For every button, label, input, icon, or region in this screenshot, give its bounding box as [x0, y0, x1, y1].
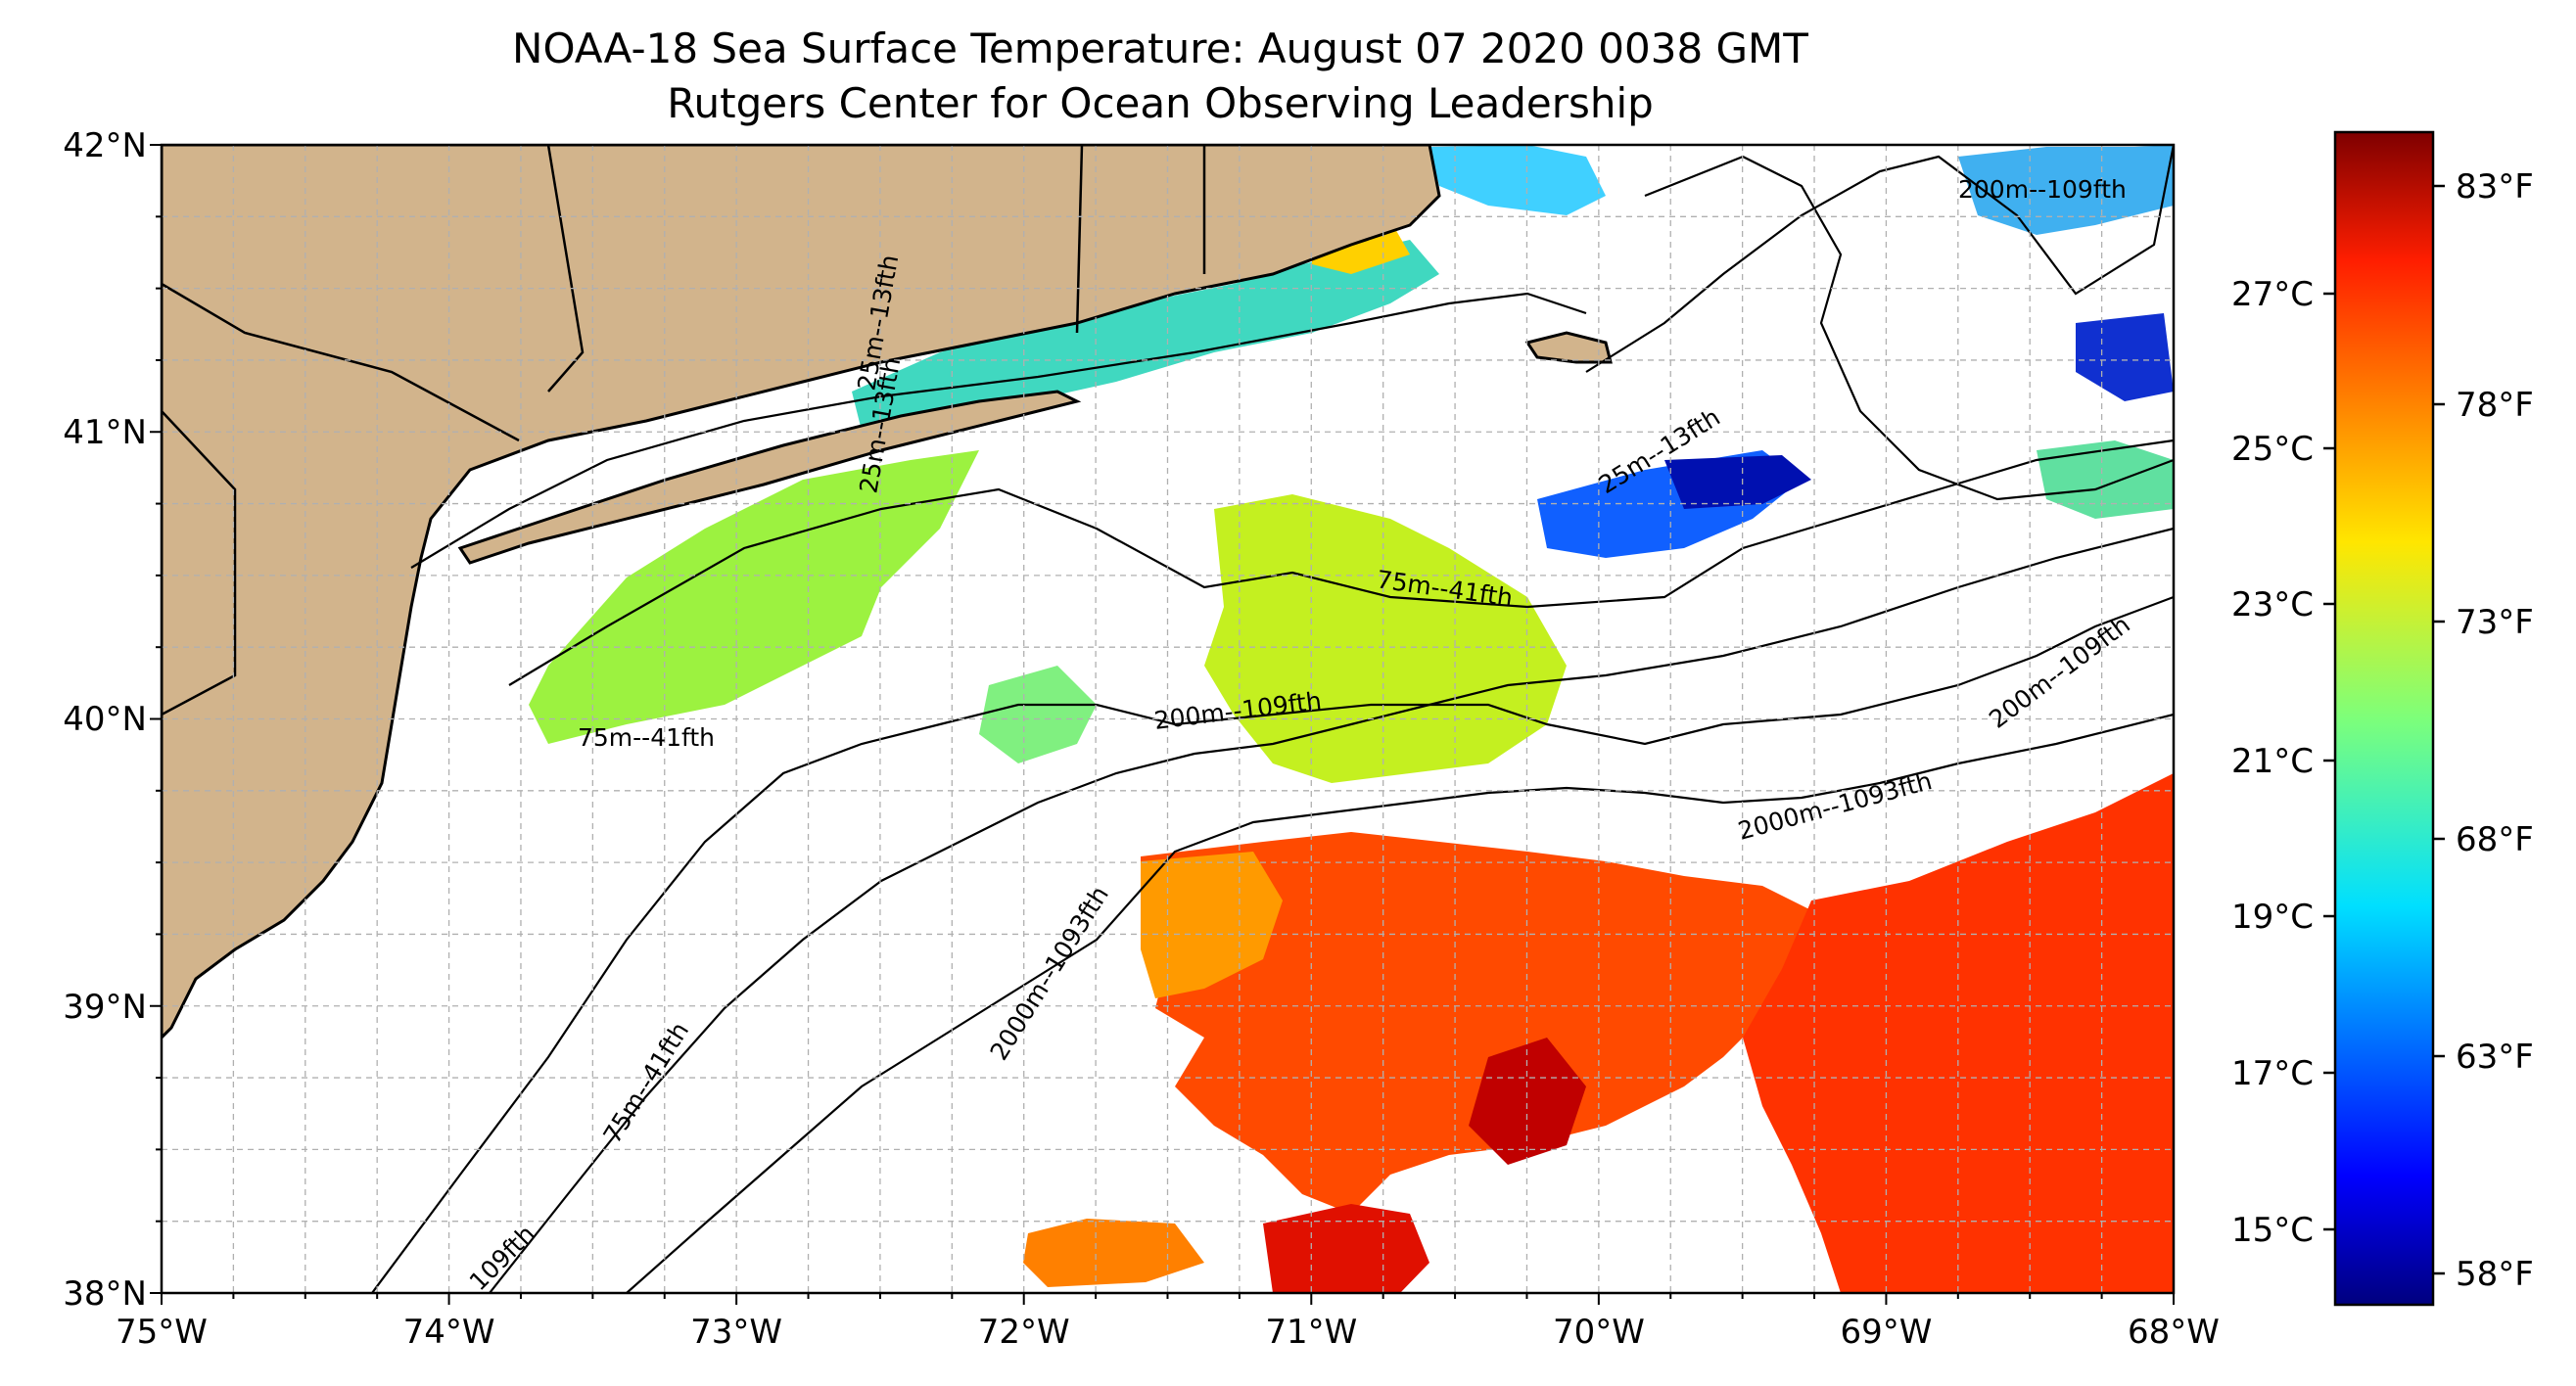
- lat-label-39n: 39°N: [63, 988, 147, 1027]
- land-layer: [162, 145, 1613, 1040]
- lon-label-71w: 71°W: [1265, 1313, 1357, 1352]
- lon-label-70w: 70°W: [1553, 1313, 1645, 1352]
- colorbar-celsius-labels: 27°C 25°C 23°C 21°C 19°C 17°C 15°C: [2231, 275, 2314, 1250]
- colorbar-label-19c: 19°C: [2231, 898, 2314, 937]
- title-line-1: NOAA-18 Sea Surface Temperature: August …: [512, 24, 1808, 72]
- colorbar-label-23c: 23°C: [2231, 585, 2314, 624]
- contour-label-75m-west: 75m--41fth: [578, 723, 715, 752]
- lat-label-42n: 42°N: [63, 126, 147, 165]
- contour-75m-south: [371, 595, 2174, 1293]
- colorbar-fahrenheit-labels: 83°F 78°F 73°F 68°F 63°F 58°F: [2456, 167, 2534, 1294]
- colorbar-label-58f: 58°F: [2456, 1255, 2534, 1294]
- colorbar-label-25c: 25°C: [2231, 430, 2314, 469]
- colorbar-label-21c: 21°C: [2231, 742, 2314, 781]
- state-borders: [162, 145, 1206, 716]
- colorbar-label-27c: 27°C: [2231, 275, 2314, 314]
- colorbar-gradient: [2333, 130, 2435, 1307]
- colorbar-label-73f: 73°F: [2456, 603, 2534, 642]
- land-cape-cod: [1524, 331, 1613, 364]
- sst-patch-cyan-north: [1429, 145, 1606, 215]
- colorbar: 27°C 25°C 23°C 21°C 19°C 17°C 15°C 83°F …: [2231, 130, 2534, 1307]
- lon-label-75w: 75°W: [116, 1313, 208, 1352]
- lat-label-40n: 40°N: [63, 700, 147, 739]
- land-mainland-nj-ny: [162, 145, 1441, 1040]
- colorbar-tick-marks: [2323, 184, 2445, 1275]
- lon-label-74w: 74°W: [403, 1313, 495, 1352]
- sst-patch-green-shelf-west: [529, 450, 979, 744]
- state-border-1: [162, 282, 520, 442]
- contour-ne-shelf: [1585, 145, 2174, 373]
- state-border-3: [546, 145, 585, 393]
- colorbar-label-78f: 78°F: [2456, 386, 2534, 425]
- contour-label-200m-ne: 200m--109fth: [1958, 175, 2127, 204]
- map-panel: 200m--109fth 25m--13fth 75m--41fth 75m--…: [162, 145, 2174, 1293]
- contour-200m: [489, 527, 2174, 1293]
- contour-25m-west: [410, 292, 1587, 569]
- contour-gom: [1644, 155, 2174, 501]
- colorbar-label-63f: 63°F: [2456, 1038, 2534, 1077]
- sst-patch-coast-green: [852, 240, 1439, 431]
- lon-axis-labels: 75°W 74°W 73°W 72°W 71°W 70°W 69°W 68°W: [116, 1313, 2220, 1352]
- chart-title: NOAA-18 Sea Surface Temperature: August …: [162, 22, 2159, 131]
- graticule: [162, 145, 2174, 1293]
- colorbar-label-15c: 15°C: [2231, 1211, 2314, 1250]
- sst-patch-green-mid-west: [979, 666, 1097, 763]
- title-line-2: Rutgers Center for Ocean Observing Leade…: [667, 79, 1654, 127]
- state-border-2: [162, 410, 237, 716]
- sst-patch-south-center: [1263, 1204, 1429, 1293]
- lon-label-69w: 69°W: [1840, 1313, 1932, 1352]
- colorbar-label-17c: 17°C: [2231, 1054, 2314, 1093]
- lon-label-68w: 68°W: [2128, 1313, 2220, 1352]
- sst-patch-southwest: [1023, 1219, 1204, 1287]
- lat-axis-labels: 42°N 41°N 40°N 39°N 38°N: [63, 126, 147, 1314]
- lat-label-41n: 41°N: [63, 413, 147, 452]
- lon-label-72w: 72°W: [978, 1313, 1070, 1352]
- colorbar-label-83f: 83°F: [2456, 167, 2534, 207]
- sst-patch-darkred-center: [1469, 1038, 1586, 1165]
- lat-label-38n: 38°N: [63, 1274, 147, 1314]
- sst-patch-orange-west: [1141, 852, 1283, 998]
- lon-label-73w: 73°W: [690, 1313, 782, 1352]
- land-long-island: [457, 390, 1082, 565]
- sst-patch-green-ne: [2037, 440, 2174, 519]
- sst-patch-green-mid: [1204, 494, 1567, 783]
- axis-ticks: [150, 144, 2175, 1305]
- state-border-4: [1075, 145, 1084, 334]
- sst-patch-blue-ne: [2076, 313, 2174, 401]
- colorbar-label-68f: 68°F: [2456, 820, 2534, 859]
- sst-patch-darkblue-east: [1664, 455, 1811, 509]
